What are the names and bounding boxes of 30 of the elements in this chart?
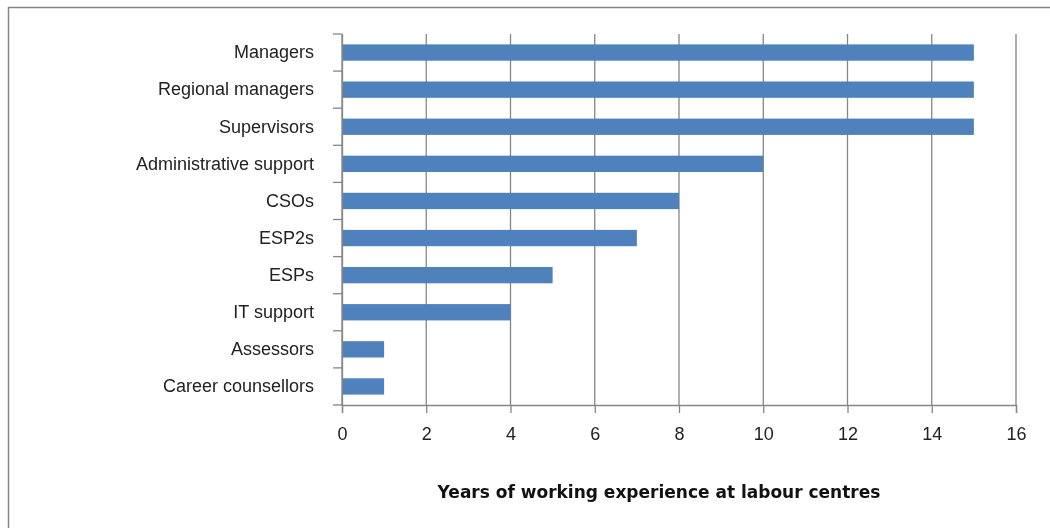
bar (342, 192, 679, 210)
bar (342, 118, 974, 135)
x-tick-label: 2 (421, 423, 432, 444)
y-tick-label: Supervisors (218, 116, 314, 137)
bar (342, 341, 385, 358)
bar (342, 81, 974, 98)
y-tick-label: CSOs (265, 190, 314, 211)
x-tick-label: 0 (337, 423, 348, 444)
bar (342, 304, 511, 321)
y-tick-label: Regional managers (157, 79, 314, 100)
x-tick-label: 10 (753, 423, 774, 444)
y-tick-label: Career counsellors (162, 376, 314, 397)
x-tick-label: 14 (922, 423, 943, 444)
y-tick-label: Managers (233, 42, 314, 63)
bar (342, 44, 974, 61)
x-tick-label: 4 (505, 423, 517, 444)
x-axis-title: Years of working experience at labour centres (436, 482, 881, 502)
x-tick-label: 8 (674, 423, 685, 444)
y-tick-label: Assessors (230, 339, 314, 360)
y-tick-label: ESP2s (258, 227, 314, 248)
x-tick-label: 6 (590, 423, 601, 444)
x-tick-label: 16 (1006, 423, 1027, 444)
y-tick-label: IT support (233, 302, 314, 323)
bar (342, 155, 764, 173)
y-tick-label: ESPs (268, 264, 314, 285)
bar (342, 378, 385, 395)
y-tick-label: Administrative support (135, 153, 314, 174)
x-tick-label: 12 (837, 423, 859, 444)
bar (342, 229, 637, 247)
bar (342, 266, 553, 284)
